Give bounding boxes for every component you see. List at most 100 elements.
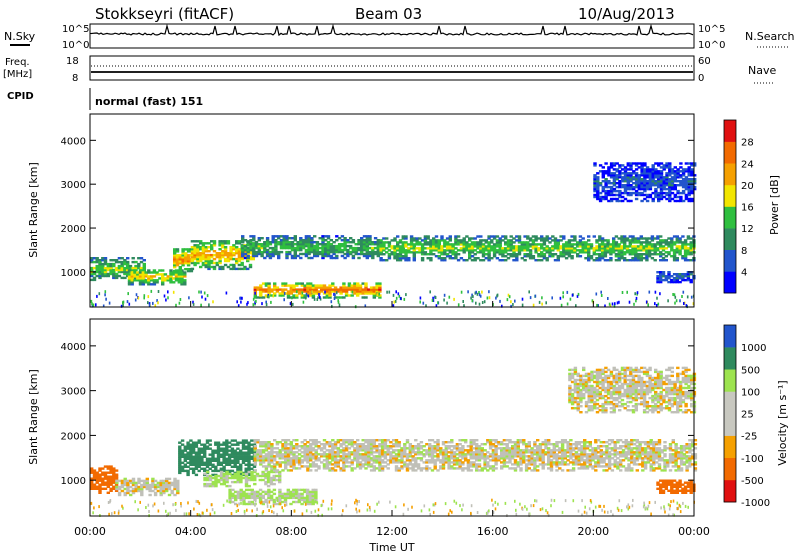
scatter-cell [148,493,152,497]
scatter-cell [101,259,105,262]
scatter-cell [284,282,288,285]
scatter-cell [626,180,630,183]
scatter-cell [464,459,468,462]
scatter-cell [659,178,664,181]
scatter-cell [239,478,243,482]
scatter-cell [662,185,666,189]
scatter-cell [314,488,318,492]
scatter-cell [365,239,369,242]
scatter-cell [246,256,250,260]
scatter-cell [512,245,516,248]
scatter-cell [609,162,614,165]
scatter-cell [90,278,94,282]
scatter-cell [656,235,660,238]
scatter-cell [123,266,127,270]
scatter-cell [576,245,580,248]
scatter-cell [101,257,105,260]
noise-cell [95,303,97,307]
scatter-cell [492,253,497,256]
noise-cell [613,304,616,308]
scatter-cell [522,461,526,464]
scatter-cell [236,465,240,468]
scatter-cell [502,439,507,442]
scatter-cell [208,459,212,462]
scatter-cell [283,500,288,504]
scatter-cell [556,243,560,246]
scatter-cell [259,451,263,454]
scatter-cell [505,455,509,458]
scatter-cell [515,253,519,256]
scatter-cell [367,292,371,295]
scatter-cell [642,249,646,252]
scatter-cell [668,197,672,201]
scatter-cell [109,262,113,266]
scatter-cell [440,235,444,238]
scatter-cell [183,463,187,466]
scatter-cell [428,447,432,450]
scatter-cell [415,239,419,242]
scatter-cell [643,168,647,171]
scatter-cell [117,264,122,268]
scatter-cell [214,441,218,444]
scatter-cell [250,496,254,500]
scatter-cell [151,483,155,487]
scatter-cell [248,265,253,269]
scatter-cell [415,237,419,240]
scatter-cell [382,243,386,246]
scatter-cell [628,259,632,262]
scatter-cell [350,451,354,454]
scatter-cell [306,290,310,293]
scatter-cell [356,284,360,287]
scatter-cell [604,195,608,199]
scatter-cell [117,485,122,489]
scatter-cell [534,251,538,254]
scatter-cell [216,451,221,454]
scatter-cell [292,490,296,494]
scatter-cell [429,245,433,248]
scatter-cell [247,488,252,492]
scatter-cell [477,469,482,472]
scatter-cell [486,457,490,460]
scatter-cell [256,449,260,452]
scatter-cell [437,241,441,244]
scatter-cell [293,237,297,240]
scatter-cell [365,246,369,250]
scatter-cell [203,478,207,482]
scatter-cell [261,502,265,506]
scatter-cell [429,251,433,254]
scatter-cell [247,473,251,477]
scatter-cell [141,283,145,286]
scatter-cell [456,253,461,256]
scatter-cell [389,459,393,462]
scatter-cell [347,443,352,446]
nsky-right-bottom-tick: 10^0 [698,40,725,51]
scatter-cell [356,294,360,297]
scatter-cell [419,445,424,448]
scatter-cell [347,294,352,297]
scatter-cell [678,239,682,242]
scatter-cell [162,491,166,495]
scatter-cell [194,473,199,477]
scatter-cell [103,481,108,484]
scatter-cell [426,243,430,246]
scatter-cell [344,459,349,462]
scatter-cell [134,260,138,264]
scatter-cell [479,243,483,246]
scatter-cell [469,461,473,464]
scatter-cell [407,251,411,254]
station-title: Stokkseyri (fitACF) [95,5,234,23]
scatter-cell [165,485,169,489]
scatter-cell [367,441,371,444]
noise-cell [296,290,298,294]
scatter-cell [235,257,239,261]
noise-cell [188,296,190,300]
noise-cell [96,294,98,298]
scatter-cell [436,439,440,442]
scatter-cell [98,274,102,278]
scatter-cell [360,246,364,250]
scatter-cell [390,247,394,250]
scatter-cell [155,271,159,274]
scatter-cell [141,275,145,278]
scatter-cell [180,455,185,458]
